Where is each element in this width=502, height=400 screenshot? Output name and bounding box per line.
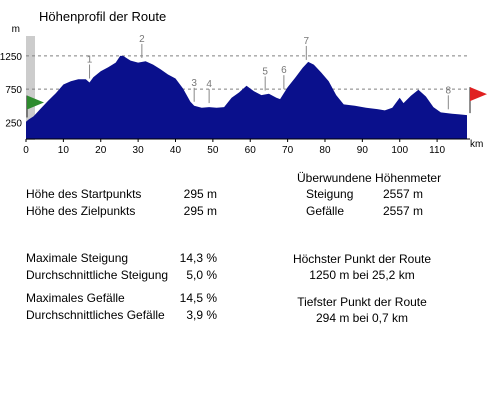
max-descent-value: 14,5 % [179, 291, 217, 305]
y-axis-band [26, 36, 35, 140]
total-climb-value: 2557 m [383, 187, 424, 201]
waypoint-label: 7 [304, 36, 310, 47]
lowest-point-value: 294 m bei 0,7 km [315, 311, 409, 325]
avg-climb-label: Durchschnittliche Steigung [26, 268, 169, 282]
x-tick-label: 60 [245, 145, 257, 156]
avg-descent-value: 3,9 % [186, 308, 217, 322]
waypoint-label: 1 [87, 55, 93, 66]
elevation-area [26, 55, 467, 139]
start-flag-icon [27, 95, 44, 110]
x-tick-label: 80 [319, 145, 331, 156]
x-tick-label: 40 [170, 145, 182, 156]
x-tick-label: 100 [391, 145, 408, 156]
x-tick-label: 50 [207, 145, 219, 156]
chart-title: Höhenprofil der Route [39, 9, 167, 24]
highest-point-title: Höchster Punkt der Route [292, 252, 432, 266]
max-descent-label: Maximales Gefälle [26, 291, 125, 305]
end-height-value: 295 m [183, 204, 217, 218]
climb-title: Überwundene Höhenmeter [297, 171, 442, 185]
waypoint-label: 3 [191, 78, 197, 89]
avg-climb-value: 5,0 % [186, 268, 217, 282]
waypoint-label: 2 [139, 34, 145, 45]
y-axis-unit: m [12, 24, 20, 35]
start-height-value: 295 m [183, 187, 217, 201]
lowest-point-title: Tiefster Punkt der Route [297, 295, 427, 309]
x-tick-label: 0 [23, 145, 29, 156]
x-tick-label: 70 [282, 145, 294, 156]
waypoint-label: 5 [262, 66, 268, 77]
avg-descent-label: Durchschnittliches Gefälle [26, 308, 165, 322]
highest-point-value: 1250 m bei 25,2 km [309, 268, 415, 282]
elevation-chart: m km 1 2 3 4 5 6 7 8 250 750 1250 0 10 20 30 40 50 60 70… [0, 24, 487, 156]
end-flag-icon [470, 87, 487, 102]
waypoint-label: 4 [206, 79, 212, 90]
end-height-label: Höhe des Zielpunkts [26, 204, 136, 218]
y-tick-label: 1250 [0, 52, 22, 63]
total-descent-value: 2557 m [383, 204, 424, 218]
start-height-label: Höhe des Startpunkts [26, 187, 142, 201]
max-climb-value: 14,3 % [179, 251, 217, 265]
x-tick-label: 110 [429, 145, 445, 156]
waypoint-label: 6 [281, 65, 287, 76]
x-tick-label: 90 [357, 145, 369, 156]
y-tick-label: 750 [5, 85, 22, 96]
waypoint-label: 8 [446, 85, 452, 96]
x-tick-label: 30 [133, 145, 145, 156]
total-descent-label: Gefälle [306, 204, 345, 218]
y-tick-label: 250 [5, 118, 22, 129]
x-tick-label: 20 [95, 145, 107, 156]
max-climb-label: Maximale Steigung [26, 251, 129, 265]
total-climb-label: Steigung [306, 187, 354, 201]
x-tick-label: 10 [58, 145, 70, 156]
x-axis-unit: km [470, 139, 483, 150]
